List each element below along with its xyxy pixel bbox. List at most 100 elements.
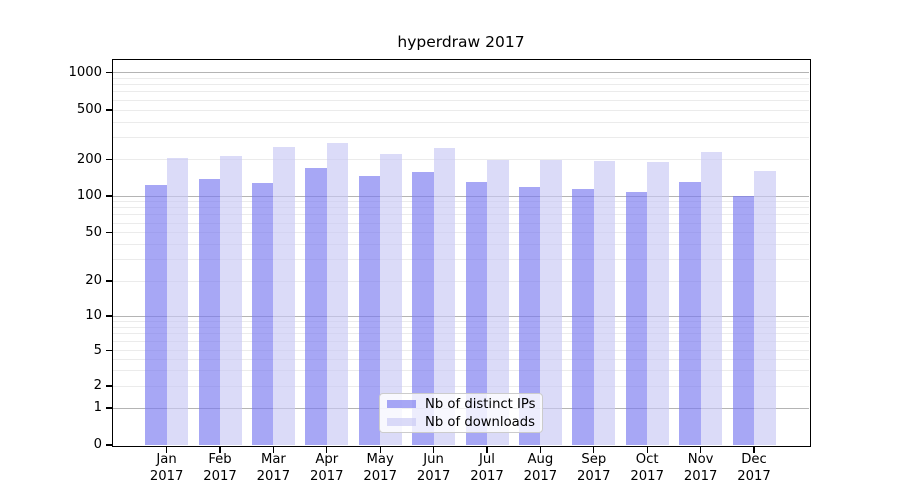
legend-label-downloads: Nb of downloads <box>425 414 535 430</box>
y-tick-label: 10 <box>85 308 102 323</box>
x-tick-month: Dec <box>741 452 767 467</box>
x-tick <box>165 446 168 453</box>
gridline-minor <box>113 121 809 123</box>
bar-downloads-jul <box>487 159 509 445</box>
x-tick-label-jan: Jan 2017 <box>135 452 199 485</box>
x-tick-month: Sep <box>581 452 607 467</box>
bar-downloads-feb <box>220 156 242 445</box>
gridline-minor <box>113 109 809 111</box>
x-tick <box>699 446 702 453</box>
gridline-minor <box>113 232 809 234</box>
x-tick-month: Jan <box>156 452 177 467</box>
x-tick-month: Jun <box>423 452 444 467</box>
y-tick <box>106 280 113 282</box>
x-tick-month: Nov <box>687 452 714 467</box>
gridline-minor <box>113 369 809 371</box>
x-tick-year: 2017 <box>416 468 451 484</box>
y-tick-label: 2 <box>93 378 102 393</box>
x-tick <box>326 446 328 453</box>
x-tick-year: 2017 <box>149 468 184 484</box>
x-tick-label-oct: Oct 2017 <box>615 452 679 485</box>
chart-title: hyperdraw 2017 <box>397 33 525 51</box>
x-tick-year: 2017 <box>256 468 291 484</box>
gridline-minor <box>113 137 809 139</box>
x-tick <box>486 446 488 453</box>
x-tick <box>753 446 755 453</box>
x-tick-month: Apr <box>315 452 339 467</box>
bar-ips-sep <box>572 189 594 445</box>
bar-downloads-apr <box>326 142 349 445</box>
y-tick-label: 200 <box>76 151 102 167</box>
x-tick-label-mar: Mar 2017 <box>241 452 305 485</box>
bar-ips-mar <box>251 182 274 445</box>
gridline-minor <box>113 84 809 86</box>
gridline-minor <box>113 320 809 322</box>
x-tick-label-aug: Aug 2017 <box>508 452 572 485</box>
y-tick <box>106 109 113 111</box>
y-tick-label: 1 <box>93 400 102 415</box>
bar-downloads-sep <box>593 161 616 445</box>
y-tick <box>106 71 113 74</box>
y-tick-label: 50 <box>85 224 102 240</box>
x-tick <box>539 446 542 453</box>
x-tick-year: 2017 <box>737 468 771 484</box>
x-tick-label-feb: Feb 2017 <box>188 452 252 485</box>
x-tick-label-sep: Sep 2017 <box>562 452 626 485</box>
bar-downloads-mar <box>273 147 295 445</box>
gridline-minor <box>113 99 809 101</box>
y-tick <box>106 407 113 409</box>
bar-downloads-jan <box>166 158 189 445</box>
x-tick-month: Jul <box>479 452 495 467</box>
x-tick <box>219 446 221 453</box>
gridline-minor <box>113 358 809 360</box>
x-tick-year: 2017 <box>363 468 397 484</box>
x-tick-label-jul: Jul 2017 <box>455 452 519 485</box>
gridline-minor <box>113 91 809 93</box>
bar-ips-feb <box>198 179 220 445</box>
x-tick-year: 2017 <box>683 468 718 484</box>
x-tick-month: Mar <box>260 452 286 467</box>
bar-ips-nov <box>679 181 701 445</box>
gridline-minor <box>113 333 809 335</box>
x-tick <box>272 446 275 453</box>
bar-ips-dec <box>732 196 754 445</box>
legend-row-downloads: Nb of downloads <box>387 415 535 430</box>
gridline-minor <box>113 201 809 203</box>
legend-swatch-distinct-ips <box>387 399 416 409</box>
bar-downloads-may <box>380 153 402 445</box>
bar-ips-apr <box>305 167 327 445</box>
x-tick <box>432 446 435 453</box>
x-tick <box>593 446 595 453</box>
y-tick <box>106 385 113 387</box>
x-tick-month: Oct <box>635 452 659 467</box>
x-tick-label-dec: Dec 2017 <box>722 452 786 485</box>
y-tick <box>106 349 113 352</box>
bar-ips-oct <box>625 191 648 445</box>
gridline-minor <box>113 280 809 282</box>
gridline-minor <box>113 326 809 328</box>
legend: Nb of distinct IPs Nb of downloads <box>379 393 543 433</box>
legend-label-distinct-ips: Nb of distinct IPs <box>425 396 536 412</box>
bar-downloads-aug <box>540 160 562 445</box>
x-tick-month: Feb <box>208 452 232 467</box>
bar-ips-aug <box>518 187 541 445</box>
bar-downloads-jun <box>433 148 456 445</box>
y-tick-label: 1000 <box>68 64 102 80</box>
x-tick-year: 2017 <box>203 468 237 484</box>
y-tick <box>106 232 113 234</box>
gridline-minor <box>113 385 809 387</box>
gridline-major <box>113 195 809 197</box>
x-tick-year: 2017 <box>470 468 504 484</box>
gridline-minor <box>113 77 809 79</box>
gridline-minor <box>113 207 809 209</box>
x-tick-label-jun: Jun 2017 <box>402 452 466 485</box>
gridline-minor <box>113 340 809 342</box>
x-tick-year: 2017 <box>523 468 558 484</box>
x-tick-label-may: May 2017 <box>348 452 412 485</box>
gridline-minor <box>113 159 809 160</box>
x-tick-label-nov: Nov 2017 <box>669 452 733 485</box>
